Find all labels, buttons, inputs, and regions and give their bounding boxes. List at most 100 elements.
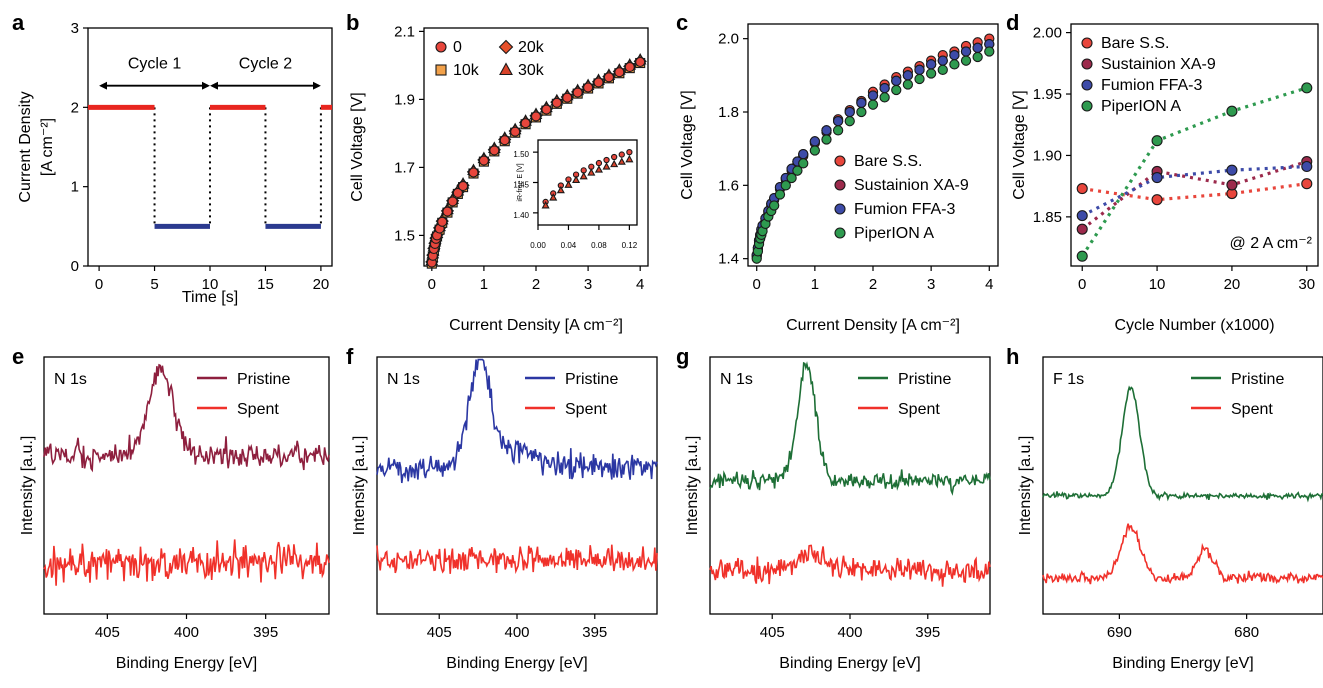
inset-data-point (579, 171, 588, 180)
legend-marker (834, 155, 846, 167)
legend-marker (499, 62, 513, 76)
data-point-0 (614, 67, 625, 78)
data-point-PiperION A (844, 116, 855, 127)
series-line-Sustainion XA-9 (1081, 160, 1308, 231)
inset-data-point (626, 148, 633, 156)
y-tick-label: 1 (71, 179, 79, 196)
panel-h: 690 680 Pristine Spent F 1s Binding Energy [e… (1006, 344, 1323, 672)
panel-e: 405 400 395 Pristine Spent N 1s Binding Energy… (12, 344, 330, 672)
data-point-0 (530, 111, 542, 122)
inset-data-point (572, 175, 581, 183)
legend-marker (834, 227, 846, 239)
data-point-PiperION A (925, 68, 937, 79)
data-point-0 (583, 82, 594, 93)
panel-letter: a (12, 10, 25, 35)
data-point-Fumion FFA-3 (902, 70, 914, 81)
legend-label: Sustainion XA-9 (1101, 56, 1216, 73)
y-tick-label: 1.4 (718, 251, 739, 268)
data-point-0 (635, 56, 646, 68)
data-point-PiperION A (984, 46, 995, 57)
data-point-PiperION A (821, 134, 832, 145)
x-tick-label: 0.08 (591, 241, 607, 250)
x-tick-label: 0.12 (622, 241, 638, 250)
x-tick-label: 405 (427, 624, 452, 641)
legend-label: Pristine (1231, 371, 1284, 388)
legend-label: Sustainion XA-9 (854, 177, 969, 194)
x-tick-label: 0 (1078, 276, 1086, 293)
legend-marker (1081, 79, 1093, 91)
panel-g: 405 400 395 Pristine Spent N 1s Binding Energy… (676, 344, 991, 672)
panel-letter: g (676, 344, 689, 369)
series-line-Bare S.S. (1081, 182, 1307, 202)
data-point-0 (458, 181, 469, 192)
x-tick-label: 0.04 (561, 241, 577, 250)
data-point-PiperION A (937, 64, 948, 75)
data-point-PiperION A (1076, 250, 1088, 262)
y-tick-label: 1.5 (394, 227, 415, 244)
x-tick-label: 0 (753, 276, 761, 293)
data-point-PiperION A (867, 99, 879, 110)
legend-label: PiperION A (854, 225, 934, 242)
inset-data-point (625, 154, 634, 163)
core-level-title: F 1s (1053, 371, 1084, 388)
panel-c: 0 1 2 3 4 1.4 1.6 1.8 2.0 Bare S.S. Sustainion XA-… (676, 10, 999, 334)
y-axis-label: Cell Voltage [V] (349, 92, 366, 201)
data-point-Fumion FFA-3 (1301, 160, 1313, 173)
data-point-0 (541, 104, 552, 115)
axes-frame (1070, 23, 1319, 267)
spectrum-Pristine (43, 363, 330, 473)
inset-y-axis-label: iR-free E [V] (517, 163, 524, 201)
axes-frame (709, 356, 991, 615)
cycle-label: Cycle 1 (128, 56, 181, 73)
legend-label: Pristine (565, 371, 618, 388)
y-axis-label: Intensity [a.u.] (684, 436, 701, 536)
data-point-0 (510, 126, 521, 137)
inset-data-point (587, 168, 596, 176)
axes-frame (87, 27, 333, 267)
x-tick-label: 400 (504, 624, 529, 641)
y-tick-label: 1.45 (513, 181, 529, 190)
y-axis-label: Cell Voltage [V] (1011, 90, 1028, 199)
x-tick-label: 1 (480, 276, 488, 293)
legend-marker (1081, 37, 1093, 49)
data-point-0 (478, 155, 489, 166)
spectrum-Spent (376, 544, 658, 575)
core-level-title: N 1s (54, 371, 87, 388)
data-point-0 (489, 145, 500, 156)
panel-d: 0 10 20 30 1.85 1.90 1.95 2.00 Bare S.S. Sustaini… (1006, 10, 1319, 334)
legend-marker (498, 39, 514, 55)
data-point-Fumion FFA-3 (879, 83, 890, 94)
axes-frame (376, 356, 658, 615)
inset-data-point (594, 165, 603, 173)
data-point-PiperION A (972, 51, 983, 63)
x-tick-label: 10 (202, 276, 219, 293)
y-axis-label: Intensity [a.u.] (19, 436, 36, 536)
x-tick-label: 405 (760, 624, 785, 641)
data-point-Fumion FFA-3 (856, 97, 867, 108)
spectrum-Pristine (709, 361, 991, 496)
legend-label: Bare S.S. (1101, 35, 1169, 52)
data-point-PiperION A (832, 125, 844, 136)
data-point-PiperION A (809, 145, 821, 156)
data-point-Fumion FFA-3 (809, 136, 821, 147)
x-axis-label: Cycle Number (x1000) (1114, 317, 1274, 334)
inset-data-point (617, 157, 626, 165)
spectrum-Spent (1042, 523, 1323, 585)
data-point-0 (499, 135, 510, 146)
data-point-PiperION A (792, 165, 803, 176)
panel-letter: e (12, 344, 24, 369)
legend-label: Pristine (898, 371, 951, 388)
x-tick-label: 690 (1107, 624, 1132, 641)
spectrum-Pristine (376, 358, 658, 484)
data-point-0 (624, 62, 635, 73)
data-point-PiperION A (1301, 82, 1313, 94)
legend-marker (1081, 58, 1093, 70)
data-point-PiperION A (902, 79, 914, 90)
y-axis-label-unit: [A cm⁻²] (39, 118, 56, 176)
inset-data-point (618, 151, 625, 158)
x-tick-label: 20 (313, 276, 330, 293)
x-axis-label: Binding Energy [eV] (116, 655, 257, 672)
panel-letter: d (1006, 10, 1019, 35)
legend-label: Spent (565, 401, 607, 418)
y-tick-label: 1.90 (1033, 147, 1062, 164)
